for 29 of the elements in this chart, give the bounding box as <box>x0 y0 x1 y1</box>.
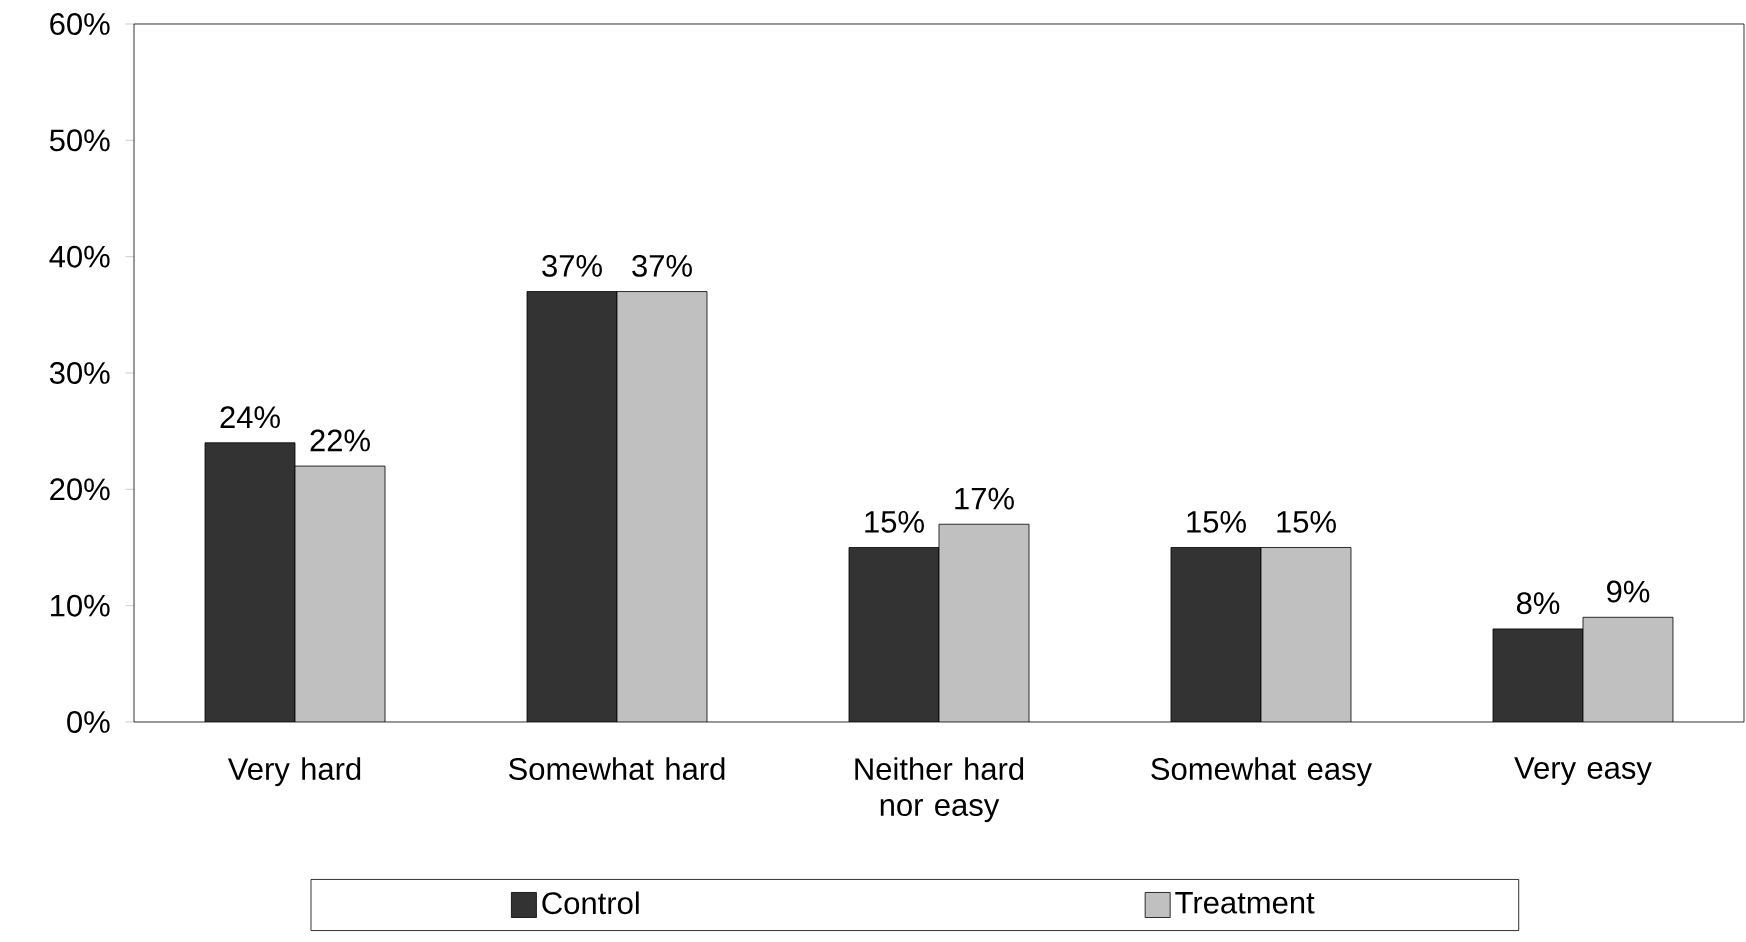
y-tick-label: 40% <box>49 245 110 268</box>
x-tick-label: Neither hard nor easy <box>855 757 1024 823</box>
bar <box>1170 547 1262 722</box>
data-label: 9% <box>1607 580 1650 603</box>
data-label: 15% <box>865 510 924 533</box>
bar <box>848 547 940 722</box>
legend-label: Treatment <box>1175 892 1315 914</box>
data-label: 37% <box>632 254 692 277</box>
x-tick-label: Very hard <box>227 757 361 787</box>
x-tick-label: Somewhat easy <box>1151 757 1373 787</box>
data-label: 24% <box>220 406 280 429</box>
y-tick-label: 10% <box>51 594 110 617</box>
data-label: 15% <box>1187 510 1246 533</box>
x-tick-label: Somewhat hard <box>509 757 725 781</box>
y-tick-label: 20% <box>50 478 110 501</box>
x-tick-label: Very easy <box>1514 757 1652 786</box>
bar <box>526 291 618 722</box>
data-label: 15% <box>1277 510 1336 533</box>
bar <box>204 442 296 722</box>
data-label: 17% <box>955 487 1014 510</box>
y-tick-label: 60% <box>50 13 110 35</box>
data-label: 22% <box>310 429 370 452</box>
bar <box>1492 628 1584 722</box>
y-tick-label: 0% <box>67 711 110 733</box>
y-tick-label: 50% <box>49 129 110 152</box>
data-label: 37% <box>542 254 602 277</box>
y-tick-label: 30% <box>49 362 110 384</box>
legend-label: Control <box>542 891 639 915</box>
data-label: 8% <box>1516 592 1560 615</box>
